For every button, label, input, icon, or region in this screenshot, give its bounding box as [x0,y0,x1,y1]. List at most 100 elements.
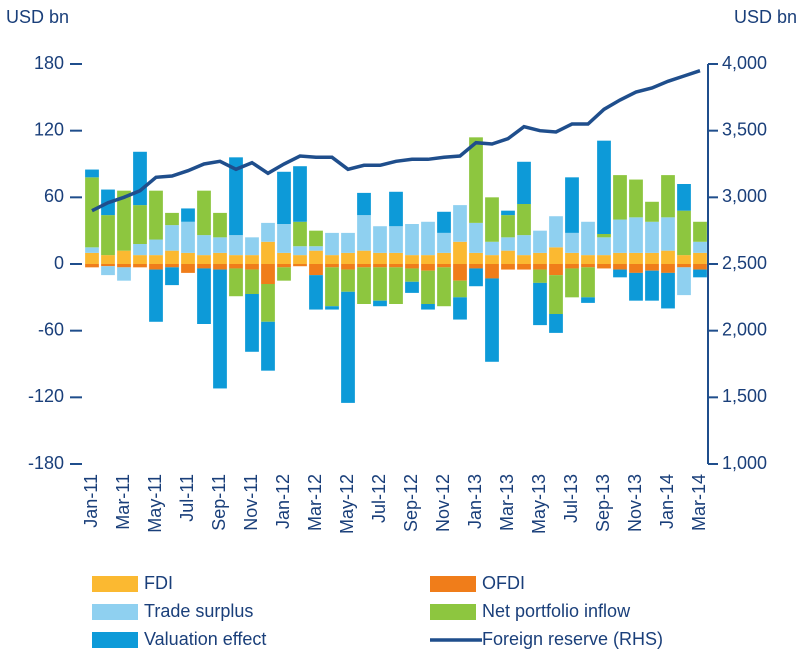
bar-segment [517,255,531,264]
bar-segment [501,215,515,238]
bar-segment [245,269,259,294]
bar-segment [85,264,99,268]
bar-segment [357,250,371,264]
bar-segment [133,205,147,244]
bar-segment [661,175,675,218]
bar-segment [181,252,195,264]
bar-segment [453,264,467,281]
bar-segment [565,232,579,253]
bar-segment [485,264,499,279]
bar-segment [133,264,147,268]
legend-label: Foreign reserve (RHS) [482,629,663,649]
bar-segment [293,255,307,264]
bar-segment [485,278,499,362]
bar-segment [133,255,147,264]
bar-segment [117,190,131,251]
bar-segment [165,250,179,264]
bar-segment [261,284,275,322]
bar-segment [501,237,515,251]
bar-segment [565,264,579,269]
bar-segment [101,255,115,264]
bar-segment [437,211,451,233]
y-tick-label: -180 [28,453,64,473]
bar-segment [565,252,579,264]
bar-segment [469,268,483,287]
bar-segment [197,268,211,324]
bar-segment [453,297,467,320]
legend-label: FDI [144,573,173,593]
bar-segment [549,314,563,333]
x-tick-label: May-13 [529,474,549,534]
bar-segment [181,221,195,253]
x-tick-label: Nov-11 [241,474,261,531]
x-tick-label: Jul-11 [177,474,197,522]
bar-segment [277,264,291,268]
bar-segment [421,270,435,304]
bar-segment [645,264,659,271]
bar-segment [501,250,515,264]
bar-segment [661,250,675,264]
bar-segment [517,204,531,236]
bar-segment [421,304,435,310]
bar-segment [549,247,563,264]
x-tick-label: Mar-14 [689,474,709,531]
bar-segment [469,252,483,264]
bar-segment [261,241,275,264]
bar-segment [101,264,115,267]
bar-segment [197,235,211,256]
bar-segment [517,161,531,204]
bar-segment [677,255,691,264]
bar-segment [213,269,227,389]
x-tick-label: Jul-13 [561,474,581,523]
bar-segment [501,264,515,270]
bar-segment [485,241,499,256]
bar-segment [261,321,275,371]
bar-segment [645,252,659,264]
bar-segment [165,264,179,268]
x-tick-label: Jan-14 [657,474,677,529]
x-tick-label: Jul-12 [369,474,389,523]
y2-tick-label: 1,000 [722,453,767,473]
bar-segment [597,234,611,238]
y2-tick-label: 1,500 [722,386,767,406]
bar-segment [661,217,675,251]
bar-segment [677,267,691,296]
bar-segment [389,226,403,253]
x-tick-label: Nov-13 [625,474,645,532]
bar-segment [309,230,323,247]
x-tick-label: Nov-12 [433,474,453,532]
bar-segment [373,226,387,253]
bar-segment [517,264,531,270]
bar-segment [325,267,339,307]
bar-segment [197,255,211,264]
bar-segment [293,264,307,267]
bar-segment [533,252,547,264]
bar-segment [229,235,243,256]
bar-segment [293,166,307,222]
bar-segment [101,215,115,256]
bar-segment [149,239,163,256]
bar-segment [181,208,195,222]
bar-segment [229,255,243,264]
bar-segment [229,264,243,269]
bar-segment [677,210,691,256]
bar-segment [85,252,99,264]
bar-segment [181,264,195,273]
bar-segment [389,264,403,268]
bar-segment [421,255,435,264]
bar-segment [197,264,211,269]
bar-segment [661,264,675,273]
bar-segment [645,270,659,301]
bar-segment [85,177,99,248]
bar-segment [149,190,163,240]
bar-segment [613,252,627,264]
x-tick-label: Sep-12 [401,474,421,532]
bar-segment [245,255,259,264]
bar-segment [85,247,99,253]
bar-segment [421,221,435,256]
y2-tick-label: 4,000 [722,53,767,73]
y-tick-label: 180 [34,53,64,73]
bar-segment [277,252,291,264]
x-tick-label: Jan-13 [465,474,485,529]
